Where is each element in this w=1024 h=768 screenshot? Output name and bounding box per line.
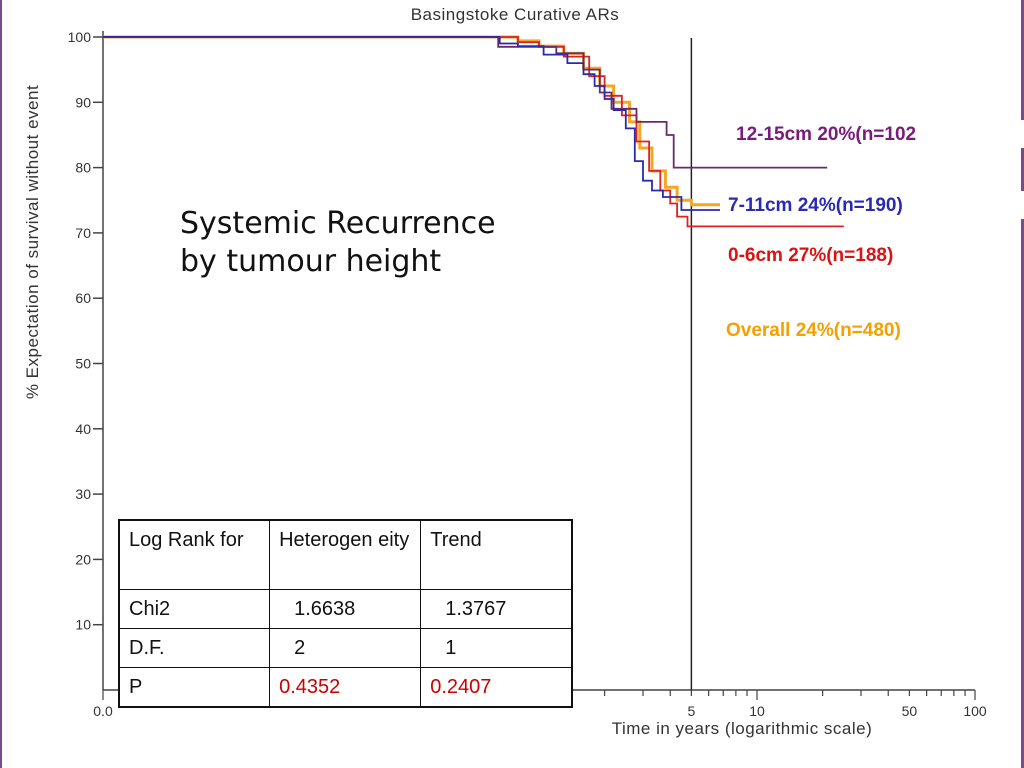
table-cell: 1.3767 [420, 589, 573, 629]
survival-curves [103, 35, 844, 228]
annotation-line-1: Systemic Recurrence [180, 206, 496, 241]
table-cell: 1 [420, 628, 573, 668]
slide-border-right [1021, 0, 1024, 768]
slide-border-left [0, 0, 2, 768]
chart-title: Basingstoke Curative ARs [411, 5, 620, 24]
x-tick-label: 50 [902, 703, 918, 719]
y-tick-label: 10 [75, 617, 91, 633]
p-value-cell: 0.2407 [420, 667, 573, 708]
x-axis-label: Time in years (logarithmic scale) [612, 719, 873, 738]
y-tick-label: 70 [75, 225, 91, 241]
header-cell: Log Rank for [118, 519, 271, 590]
y-tick-label: 30 [75, 486, 91, 502]
row-label: Chi2 [118, 589, 271, 629]
y-axis-label: % Expectation of survival without event [23, 85, 42, 399]
table-row: P 0.4352 0.2407 [118, 667, 573, 708]
row-label: D.F. [118, 628, 271, 668]
legend-item: 7-11cm 24%(n=190) [728, 195, 903, 216]
x-tick-label: 0.0 [93, 703, 113, 719]
curve-7-11cm [103, 36, 844, 211]
annotation-line-2: by tumour height [180, 244, 442, 279]
x-tick-label: 5 [687, 703, 695, 719]
y-tick-label: 40 [75, 421, 91, 437]
chart-legend: 12-15cm 20%(n=102 7-11cm 24%(n=190) 0-6cm … [720, 120, 1024, 341]
chart-annotation: Systemic Recurrence by tumour height [180, 205, 496, 281]
table-row: Chi2 1.6638 1.3767 [118, 589, 573, 629]
y-tick-label: 60 [75, 290, 91, 306]
y-tick-label: 80 [75, 160, 91, 176]
x-tick-label: 100 [963, 703, 987, 719]
chart-axes: 100 90 80 70 60 50 40 30 20 10 0.0 5 10 50 100 [68, 29, 987, 719]
p-value-cell: 0.4352 [269, 667, 422, 708]
legend-item: 0-6cm 27%(n=188) [728, 245, 893, 266]
header-cell: Heterogen eity [269, 519, 422, 590]
legend-item: Overall 24%(n=480) [726, 320, 901, 341]
row-label: P [118, 667, 271, 708]
legend-background [720, 191, 1024, 219]
curve-0-6cm [103, 36, 844, 228]
table-header-row: Log Rank for Heterogen eity Trend [118, 519, 573, 590]
y-tick-label: 20 [75, 551, 91, 567]
log-rank-table: Log Rank for Heterogen eity Trend Chi2 1… [118, 519, 573, 708]
y-tick-label: 50 [75, 356, 91, 372]
table-cell: 2 [269, 628, 422, 668]
y-tick-label: 90 [75, 94, 91, 110]
curve-12-15cm [103, 36, 828, 169]
table-row: D.F. 2 1 [118, 628, 573, 668]
legend-background [728, 120, 1024, 148]
x-tick-label: 10 [749, 703, 765, 719]
y-tick-label: 100 [68, 29, 92, 45]
header-cell: Trend [420, 519, 573, 590]
table-cell: 1.6638 [269, 589, 422, 629]
legend-item: 12-15cm 20%(n=102 [736, 124, 916, 145]
